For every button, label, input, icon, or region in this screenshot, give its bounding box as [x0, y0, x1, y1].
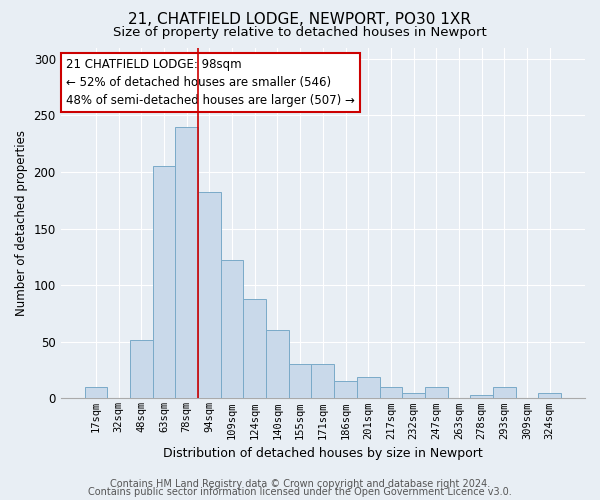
Bar	[470, 395, 493, 398]
Text: 21, CHATFIELD LODGE, NEWPORT, PO30 1XR: 21, CHATFIELD LODGE, NEWPORT, PO30 1XR	[128, 12, 472, 28]
Bar	[244, 299, 266, 398]
Bar	[289, 364, 311, 398]
Text: 21 CHATFIELD LODGE: 98sqm
← 52% of detached houses are smaller (546)
48% of semi: 21 CHATFIELD LODGE: 98sqm ← 52% of detac…	[66, 58, 355, 107]
Text: Size of property relative to detached houses in Newport: Size of property relative to detached ho…	[113, 26, 487, 39]
Bar	[266, 330, 289, 398]
Bar	[130, 340, 152, 398]
Bar	[402, 392, 425, 398]
X-axis label: Distribution of detached houses by size in Newport: Distribution of detached houses by size …	[163, 447, 483, 460]
Bar	[85, 387, 107, 398]
Bar	[152, 166, 175, 398]
Bar	[334, 382, 357, 398]
Bar	[425, 387, 448, 398]
Bar	[357, 377, 380, 398]
Bar	[311, 364, 334, 398]
Bar	[198, 192, 221, 398]
Bar	[380, 387, 402, 398]
Text: Contains public sector information licensed under the Open Government Licence v3: Contains public sector information licen…	[88, 487, 512, 497]
Bar	[538, 392, 561, 398]
Y-axis label: Number of detached properties: Number of detached properties	[15, 130, 28, 316]
Bar	[221, 260, 244, 398]
Text: Contains HM Land Registry data © Crown copyright and database right 2024.: Contains HM Land Registry data © Crown c…	[110, 479, 490, 489]
Bar	[175, 126, 198, 398]
Bar	[493, 387, 516, 398]
